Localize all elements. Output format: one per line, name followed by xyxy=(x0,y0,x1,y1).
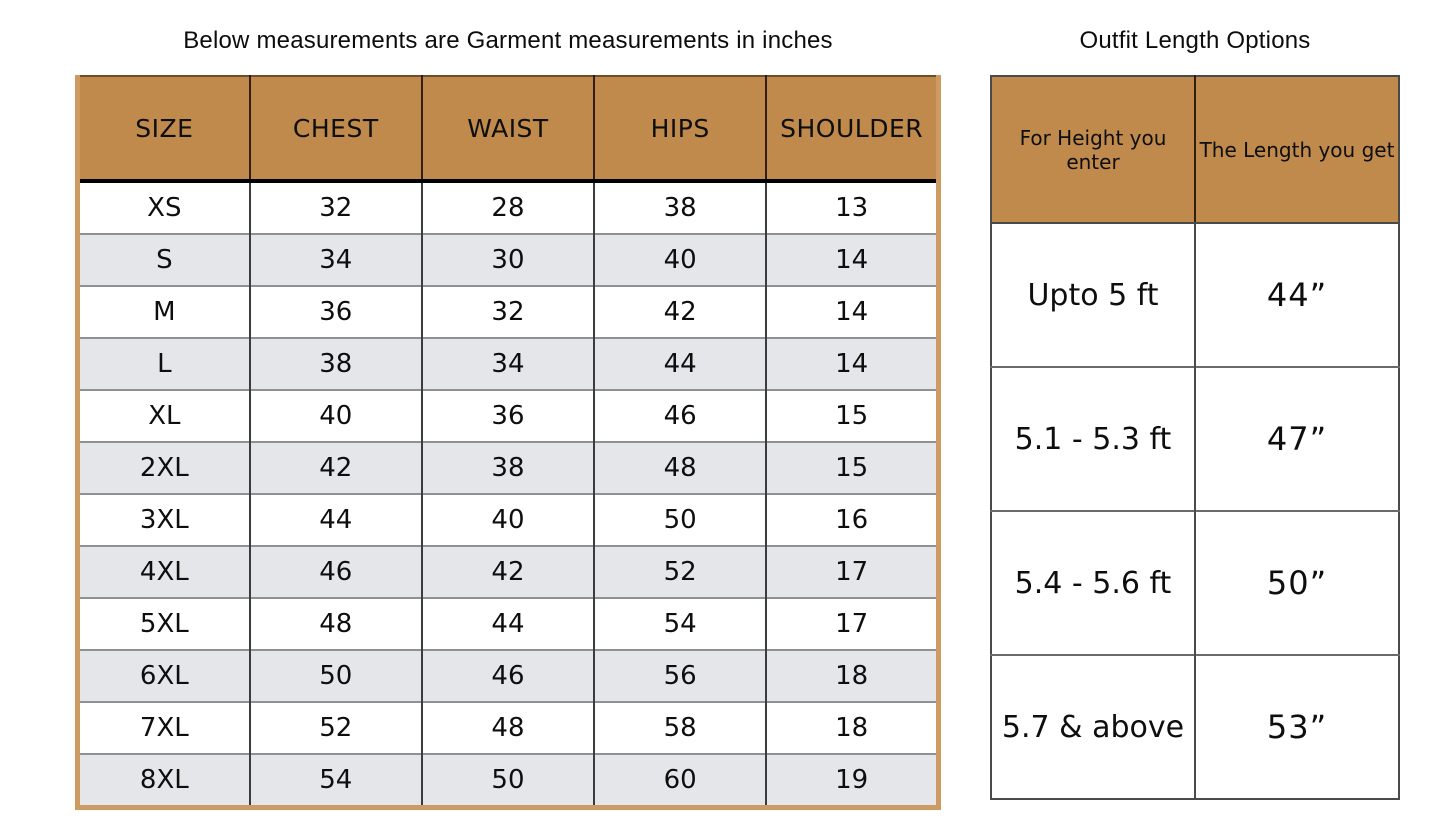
table-row: 5.1 - 5.3 ft 47” xyxy=(991,366,1399,511)
shoulder-cell: 17 xyxy=(765,597,939,650)
length-value-cell: 50” xyxy=(1194,510,1399,655)
waist-cell: 46 xyxy=(420,649,595,702)
garment-table-title: Below measurements are Garment measureme… xyxy=(183,27,833,54)
length-column-header: The Length you get xyxy=(1194,76,1399,224)
chest-column-header: CHEST xyxy=(248,76,422,183)
size-cell: 4XL xyxy=(77,545,250,598)
hips-cell: 60 xyxy=(593,753,767,808)
chest-cell: 46 xyxy=(248,545,422,598)
hips-cell: 54 xyxy=(593,597,767,650)
shoulder-cell: 18 xyxy=(765,701,939,754)
hips-cell: 56 xyxy=(593,649,767,702)
table-row: XS 32 28 38 13 xyxy=(77,181,939,234)
hips-cell: 44 xyxy=(593,337,767,390)
table-row: 5XL 48 44 54 17 xyxy=(77,597,939,650)
waist-cell: 32 xyxy=(420,285,595,338)
shoulder-cell: 14 xyxy=(765,285,939,338)
waist-column-header: WAIST xyxy=(420,76,595,183)
chest-cell: 32 xyxy=(248,181,422,234)
waist-cell: 50 xyxy=(420,753,595,808)
waist-cell: 42 xyxy=(420,545,595,598)
waist-cell: 40 xyxy=(420,493,595,546)
hips-cell: 50 xyxy=(593,493,767,546)
size-cell: 7XL xyxy=(77,701,250,754)
chest-cell: 44 xyxy=(248,493,422,546)
garment-header-row: SIZE CHEST WAIST HIPS SHOULDER xyxy=(77,76,939,183)
table-row: 8XL 54 50 60 19 xyxy=(77,753,939,808)
hips-column-header: HIPS xyxy=(593,76,767,183)
shoulder-cell: 14 xyxy=(765,233,939,286)
waist-cell: 36 xyxy=(420,389,595,442)
waist-cell: 44 xyxy=(420,597,595,650)
shoulder-cell: 17 xyxy=(765,545,939,598)
table-row: 5.4 - 5.6 ft 50” xyxy=(991,510,1399,655)
hips-cell: 42 xyxy=(593,285,767,338)
size-cell: 8XL xyxy=(77,753,250,808)
table-row: M 36 32 42 14 xyxy=(77,285,939,338)
hips-cell: 46 xyxy=(593,389,767,442)
size-cell: 6XL xyxy=(77,649,250,702)
height-range-cell: Upto 5 ft xyxy=(991,223,1195,367)
hips-cell: 38 xyxy=(593,181,767,234)
waist-cell: 48 xyxy=(420,701,595,754)
table-row: 2XL 42 38 48 15 xyxy=(77,441,939,494)
size-cell: 3XL xyxy=(77,493,250,546)
size-cell: S xyxy=(77,233,250,286)
table-row: 5.7 & above 53” xyxy=(991,654,1399,799)
shoulder-cell: 14 xyxy=(765,337,939,390)
hips-cell: 58 xyxy=(593,701,767,754)
table-row: L 38 34 44 14 xyxy=(77,337,939,390)
garment-measurements-table: SIZE CHEST WAIST HIPS SHOULDER XS 32 28 … xyxy=(75,75,941,810)
size-cell: L xyxy=(77,337,250,390)
table-row: Upto 5 ft 44” xyxy=(991,223,1399,367)
shoulder-cell: 15 xyxy=(765,389,939,442)
length-value-cell: 53” xyxy=(1194,654,1399,799)
chest-cell: 48 xyxy=(248,597,422,650)
table-row: S 34 30 40 14 xyxy=(77,233,939,286)
hips-cell: 40 xyxy=(593,233,767,286)
waist-cell: 34 xyxy=(420,337,595,390)
waist-cell: 30 xyxy=(420,233,595,286)
chest-cell: 42 xyxy=(248,441,422,494)
table-row: XL 40 36 46 15 xyxy=(77,389,939,442)
table-row: 3XL 44 40 50 16 xyxy=(77,493,939,546)
chest-cell: 36 xyxy=(248,285,422,338)
length-value-cell: 44” xyxy=(1194,223,1399,367)
height-range-cell: 5.7 & above xyxy=(991,654,1195,799)
height-range-cell: 5.1 - 5.3 ft xyxy=(991,366,1195,511)
chest-cell: 40 xyxy=(248,389,422,442)
size-column-header: SIZE xyxy=(77,76,250,183)
height-range-cell: 5.4 - 5.6 ft xyxy=(991,510,1195,655)
table-row: 4XL 46 42 52 17 xyxy=(77,545,939,598)
chest-cell: 54 xyxy=(248,753,422,808)
shoulder-cell: 13 xyxy=(765,181,939,234)
size-cell: XL xyxy=(77,389,250,442)
size-cell: M xyxy=(77,285,250,338)
outfit-length-title: Outfit Length Options xyxy=(1079,27,1311,54)
outfit-length-table: For Height you enter The Length you get … xyxy=(990,75,1400,800)
chest-cell: 38 xyxy=(248,337,422,390)
shoulder-cell: 16 xyxy=(765,493,939,546)
shoulder-column-header: SHOULDER xyxy=(765,76,939,183)
hips-cell: 52 xyxy=(593,545,767,598)
table-row: 6XL 50 46 56 18 xyxy=(77,649,939,702)
waist-cell: 28 xyxy=(420,181,595,234)
table-row: 7XL 52 48 58 18 xyxy=(77,701,939,754)
size-cell: XS xyxy=(77,181,250,234)
chest-cell: 52 xyxy=(248,701,422,754)
chest-cell: 34 xyxy=(248,233,422,286)
length-header-row: For Height you enter The Length you get xyxy=(991,76,1399,224)
waist-cell: 38 xyxy=(420,441,595,494)
size-cell: 5XL xyxy=(77,597,250,650)
height-column-header: For Height you enter xyxy=(991,76,1195,224)
length-value-cell: 47” xyxy=(1194,366,1399,511)
shoulder-cell: 18 xyxy=(765,649,939,702)
shoulder-cell: 19 xyxy=(765,753,939,808)
hips-cell: 48 xyxy=(593,441,767,494)
chest-cell: 50 xyxy=(248,649,422,702)
shoulder-cell: 15 xyxy=(765,441,939,494)
size-cell: 2XL xyxy=(77,441,250,494)
